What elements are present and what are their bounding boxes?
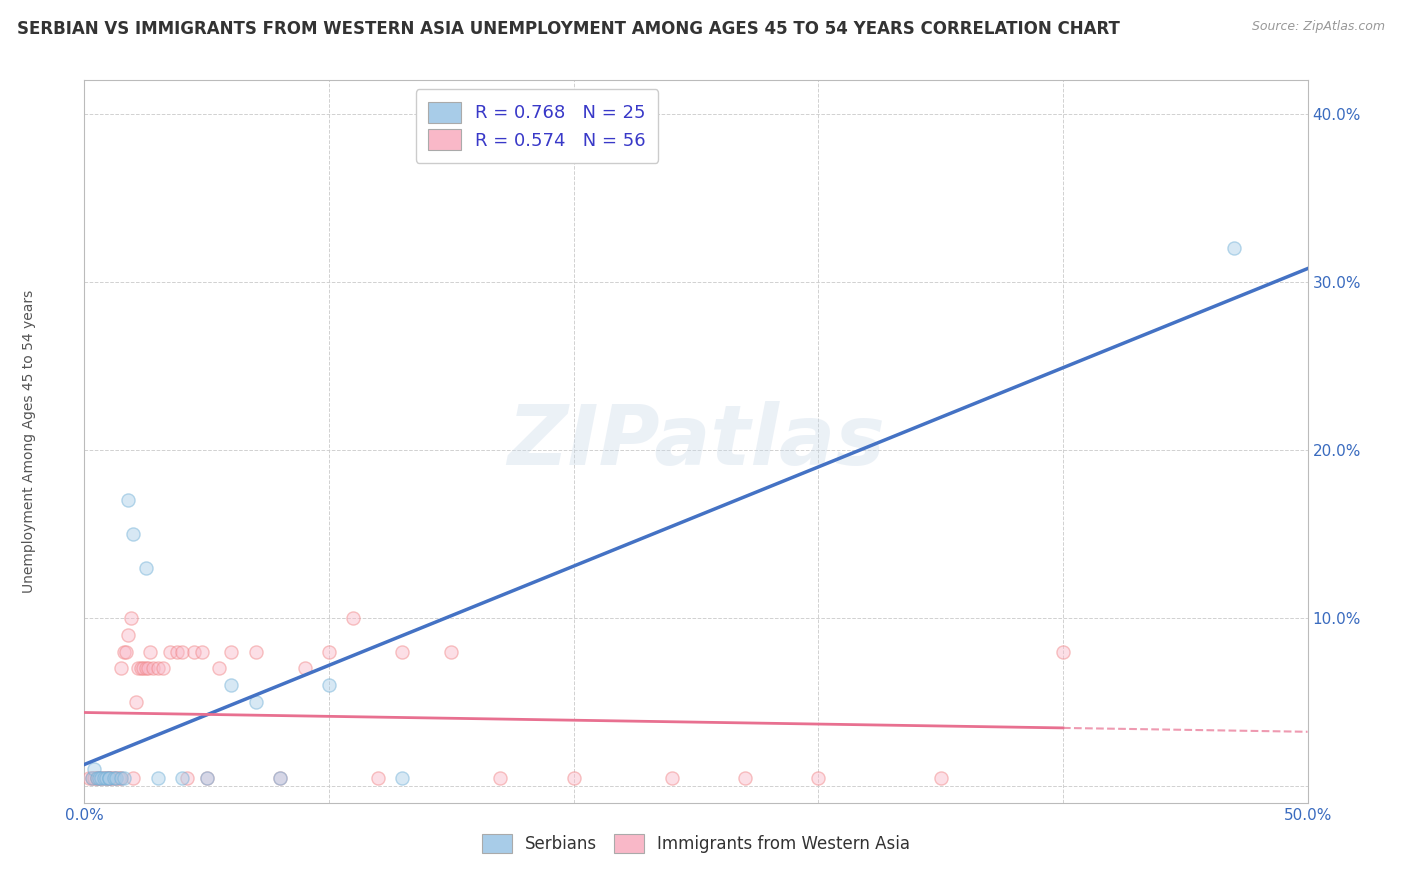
- Point: [1223, 241, 1246, 255]
- Point: [159, 644, 181, 658]
- Point: [152, 661, 174, 675]
- Point: [86, 771, 108, 785]
- Point: [97, 771, 120, 785]
- Point: [96, 771, 118, 785]
- Point: [117, 493, 139, 508]
- Point: [132, 661, 155, 675]
- Point: [103, 771, 125, 785]
- Point: [93, 771, 115, 785]
- Point: [294, 661, 316, 675]
- Point: [146, 661, 169, 675]
- Point: [105, 771, 128, 785]
- Point: [135, 661, 157, 675]
- Point: [122, 771, 145, 785]
- Point: [1052, 644, 1074, 658]
- Point: [135, 560, 157, 574]
- Point: [110, 661, 132, 675]
- Point: [80, 771, 103, 785]
- Point: [245, 644, 267, 658]
- Point: [146, 771, 169, 785]
- Point: [100, 771, 122, 785]
- Point: [929, 771, 952, 785]
- Point: [83, 771, 105, 785]
- Point: [195, 771, 218, 785]
- Point: [90, 771, 112, 785]
- Point: [86, 771, 108, 785]
- Point: [562, 771, 585, 785]
- Point: [117, 628, 139, 642]
- Point: [318, 678, 340, 692]
- Point: [219, 678, 242, 692]
- Point: [318, 644, 340, 658]
- Point: [120, 611, 142, 625]
- Point: [103, 771, 125, 785]
- Text: SERBIAN VS IMMIGRANTS FROM WESTERN ASIA UNEMPLOYMENT AMONG AGES 45 TO 54 YEARS C: SERBIAN VS IMMIGRANTS FROM WESTERN ASIA …: [17, 20, 1119, 37]
- Point: [77, 771, 100, 785]
- Point: [90, 771, 112, 785]
- Point: [342, 611, 364, 625]
- Point: [110, 771, 132, 785]
- Point: [97, 771, 120, 785]
- Point: [176, 771, 198, 785]
- Point: [183, 644, 205, 658]
- Point: [125, 695, 148, 709]
- Point: [86, 771, 108, 785]
- Y-axis label: Unemployment Among Ages 45 to 54 years: Unemployment Among Ages 45 to 54 years: [21, 290, 35, 593]
- Point: [139, 644, 162, 658]
- Point: [122, 527, 145, 541]
- Point: [391, 644, 413, 658]
- Point: [110, 771, 132, 785]
- Point: [245, 695, 267, 709]
- Point: [112, 771, 135, 785]
- Point: [440, 644, 463, 658]
- Point: [83, 762, 105, 776]
- Point: [93, 771, 115, 785]
- Point: [97, 771, 120, 785]
- Point: [391, 771, 413, 785]
- Point: [191, 644, 214, 658]
- Point: [219, 644, 242, 658]
- Point: [195, 771, 218, 785]
- Point: [97, 771, 120, 785]
- Point: [269, 771, 291, 785]
- Text: Source: ZipAtlas.com: Source: ZipAtlas.com: [1251, 20, 1385, 33]
- Point: [136, 661, 159, 675]
- Point: [172, 644, 194, 658]
- Point: [115, 644, 138, 658]
- Point: [172, 771, 194, 785]
- Point: [807, 771, 830, 785]
- Point: [489, 771, 512, 785]
- Point: [107, 771, 129, 785]
- Point: [166, 644, 188, 658]
- Point: [105, 771, 128, 785]
- Point: [96, 771, 118, 785]
- Legend: Serbians, Immigrants from Western Asia: Serbians, Immigrants from Western Asia: [475, 827, 917, 860]
- Point: [129, 661, 152, 675]
- Point: [80, 771, 103, 785]
- Point: [87, 771, 110, 785]
- Point: [208, 661, 231, 675]
- Point: [127, 661, 149, 675]
- Point: [87, 771, 110, 785]
- Point: [142, 661, 165, 675]
- Point: [112, 644, 135, 658]
- Text: ZIPatlas: ZIPatlas: [508, 401, 884, 482]
- Point: [661, 771, 683, 785]
- Point: [734, 771, 756, 785]
- Point: [269, 771, 291, 785]
- Point: [367, 771, 389, 785]
